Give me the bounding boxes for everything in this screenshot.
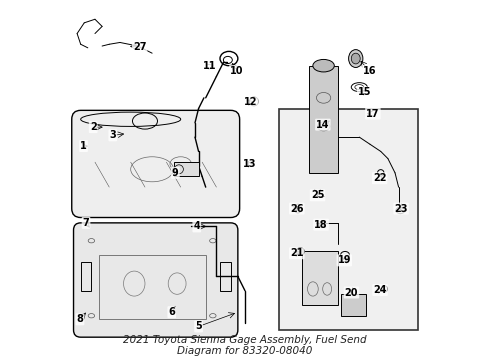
Text: 8: 8 bbox=[76, 314, 83, 324]
Text: 2021 Toyota Sienna Gage Assembly, Fuel Send
Diagram for 83320-08040: 2021 Toyota Sienna Gage Assembly, Fuel S… bbox=[123, 335, 367, 356]
Text: 27: 27 bbox=[133, 42, 147, 52]
Text: 2: 2 bbox=[90, 122, 97, 132]
Ellipse shape bbox=[296, 248, 304, 255]
Text: 1: 1 bbox=[80, 141, 87, 151]
Text: 22: 22 bbox=[373, 173, 387, 183]
Text: 9: 9 bbox=[172, 168, 179, 178]
Text: 7: 7 bbox=[83, 218, 89, 228]
FancyBboxPatch shape bbox=[72, 111, 240, 217]
Bar bbox=[279, 109, 418, 330]
Bar bbox=[173, 162, 198, 176]
Text: 5: 5 bbox=[195, 321, 202, 332]
Text: 24: 24 bbox=[373, 285, 387, 295]
Text: 20: 20 bbox=[344, 288, 358, 297]
Text: 10: 10 bbox=[230, 66, 244, 76]
Text: 25: 25 bbox=[311, 190, 324, 201]
Text: 11: 11 bbox=[202, 62, 216, 71]
Text: 26: 26 bbox=[290, 203, 303, 213]
Text: 23: 23 bbox=[394, 203, 408, 213]
Text: 13: 13 bbox=[243, 159, 256, 169]
Text: 14: 14 bbox=[316, 120, 330, 130]
Text: 15: 15 bbox=[358, 87, 371, 98]
Text: 21: 21 bbox=[290, 248, 303, 258]
Text: 4: 4 bbox=[194, 221, 200, 231]
Text: 3: 3 bbox=[109, 130, 116, 140]
Text: 12: 12 bbox=[245, 97, 258, 107]
Ellipse shape bbox=[351, 53, 360, 64]
Text: 19: 19 bbox=[338, 255, 351, 265]
Bar bbox=[81, 262, 92, 291]
Text: 6: 6 bbox=[169, 307, 175, 317]
Bar bbox=[309, 66, 338, 173]
Bar bbox=[342, 294, 367, 316]
Text: 17: 17 bbox=[366, 109, 380, 118]
Bar bbox=[302, 251, 338, 305]
Text: 16: 16 bbox=[363, 66, 376, 76]
Text: 18: 18 bbox=[314, 220, 328, 230]
Bar bbox=[220, 262, 231, 291]
FancyBboxPatch shape bbox=[74, 223, 238, 337]
Bar bbox=[98, 255, 206, 319]
Ellipse shape bbox=[313, 59, 334, 72]
Ellipse shape bbox=[348, 50, 363, 67]
